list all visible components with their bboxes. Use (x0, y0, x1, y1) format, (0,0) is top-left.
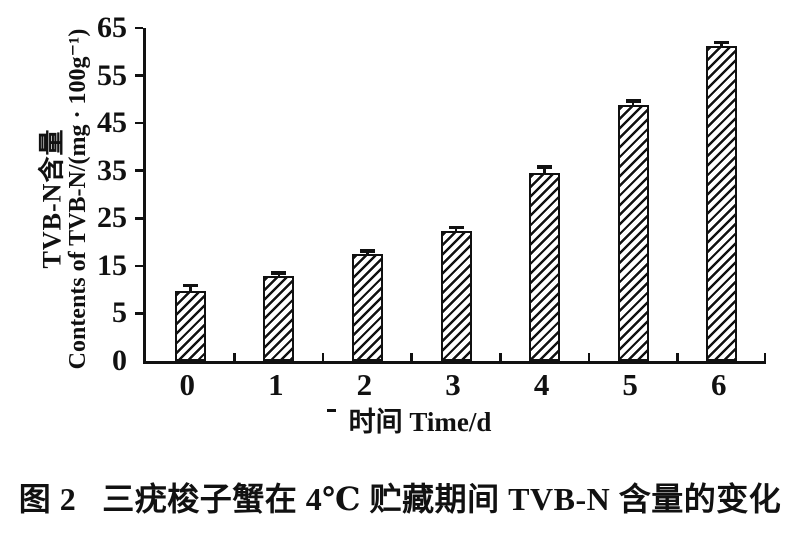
x-axis-title: 时间 Time/d (348, 407, 492, 437)
error-bar-cap (714, 40, 730, 45)
y-axis-tick (135, 74, 143, 77)
error-bar-cap (359, 249, 375, 253)
error-bar-cap (625, 99, 641, 103)
y-axis-tick (135, 121, 143, 125)
error-bar-stem (631, 101, 635, 105)
bar-day-0 (174, 290, 206, 361)
error-bar-cap (271, 271, 287, 275)
bar-day-4 (529, 172, 561, 361)
y-axis-title-english: Contents of TVB-N/(mg · 100g⁻¹) (65, 28, 91, 370)
x-tick-label: 1 (268, 367, 284, 402)
x-axis-tick (321, 353, 325, 361)
x-axis-end-tick (763, 353, 766, 361)
x-axis-tick (587, 353, 591, 361)
y-axis-tick (135, 26, 143, 30)
y-tick-label: 5 (112, 296, 127, 330)
x-axis-tick (676, 353, 679, 361)
plot-area: 0 5 15 25 35 45 55 65 (97, 13, 766, 376)
x-tick-label: 4 (533, 367, 550, 402)
y-tick-label: 55 (97, 58, 127, 92)
x-axis-tick (499, 353, 502, 361)
y-axis-tick (135, 217, 143, 220)
error-bar-cap (182, 283, 198, 288)
figure-caption-number: 图 2 (18, 481, 77, 517)
figure-caption: 图 2 三疣梭子蟹在 4℃ 贮藏期间 TVB-N 含量的变化 (0, 474, 800, 520)
y-tick-label: 25 (97, 201, 127, 235)
error-bar-stem (454, 228, 458, 232)
x-axis-tick (233, 353, 236, 361)
bar-day-5 (617, 104, 649, 361)
x-tick-label: 2 (356, 367, 373, 402)
error-bar-cap (448, 225, 464, 230)
figure-caption-text: 三疣梭子蟹在 4℃ 贮藏期间 TVB-N 含量的变化 (102, 481, 782, 517)
x-tick-label: 6 (710, 367, 727, 402)
y-tick-label: 45 (97, 106, 127, 140)
y-tick-label: 65 (97, 11, 127, 44)
error-bar-stem (366, 251, 369, 255)
scan-artifact-dash (327, 409, 336, 412)
x-tick-label: 5 (622, 367, 638, 402)
y-tick-label: 15 (97, 248, 127, 282)
error-bar-cap (537, 165, 553, 169)
error-bar-stem (189, 286, 192, 291)
error-bar-stem (543, 167, 546, 173)
bar-day-6 (706, 46, 738, 361)
y-tick-label: 35 (97, 153, 127, 187)
bar-day-2 (351, 254, 383, 361)
x-tick-label: 3 (445, 367, 461, 402)
y-axis-tick (135, 312, 143, 315)
bar-day-3 (440, 231, 472, 361)
y-axis-tick (135, 264, 143, 268)
y-axis-tick (135, 169, 143, 172)
x-axis-tick (410, 353, 413, 361)
bar-day-1 (263, 275, 295, 361)
error-bar-stem (720, 43, 723, 47)
y-tick-label: 0 (112, 344, 127, 377)
x-tick-label: 0 (179, 367, 196, 402)
